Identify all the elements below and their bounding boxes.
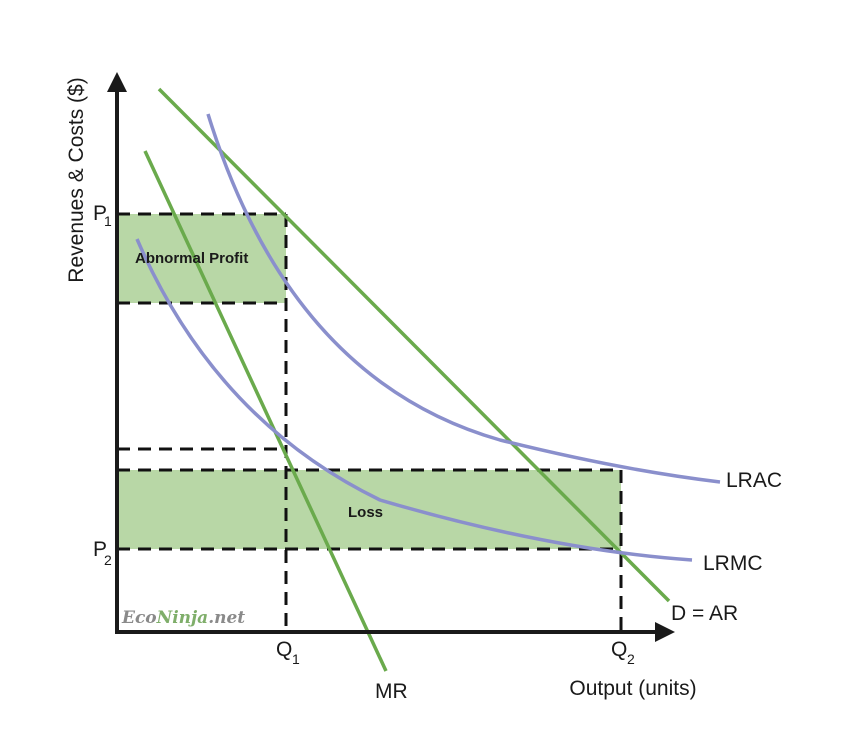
p1-label: P 1 — [93, 202, 112, 229]
dashed-guides — [117, 212, 623, 632]
lrmc-curve — [135, 238, 693, 562]
mr-label: MR — [375, 680, 408, 703]
y-axis-arrow — [107, 72, 127, 92]
q1-label: Q 1 — [276, 638, 300, 667]
svg-text:Q: Q — [276, 638, 292, 661]
loss-area — [117, 470, 621, 549]
lrmc-label: LRMC — [703, 552, 763, 575]
lrac-curve — [206, 113, 721, 484]
svg-text:1: 1 — [104, 213, 112, 229]
x-axis-arrow — [655, 622, 675, 642]
p2-label: P 2 — [93, 538, 112, 568]
lrac-label: LRAC — [726, 469, 782, 492]
svg-text:P: P — [93, 538, 107, 561]
svg-text:1: 1 — [292, 651, 300, 667]
svg-text:P: P — [93, 202, 107, 225]
demand-curve — [157, 87, 671, 603]
abnormal-profit-label: Abnormal Profit — [135, 250, 248, 267]
y-axis-label: Revenues & Costs ($) — [65, 77, 88, 282]
x-axis-label: Output (units) — [569, 677, 696, 700]
demand-label: D = AR — [671, 602, 738, 625]
watermark-logo: EcoNinja.net — [121, 608, 245, 628]
mr-curve — [143, 150, 388, 672]
svg-text:Q: Q — [611, 638, 627, 661]
svg-text:2: 2 — [104, 552, 112, 568]
q2-label: Q 2 — [611, 638, 635, 667]
loss-label: Loss — [348, 504, 383, 521]
svg-text:2: 2 — [627, 651, 635, 667]
